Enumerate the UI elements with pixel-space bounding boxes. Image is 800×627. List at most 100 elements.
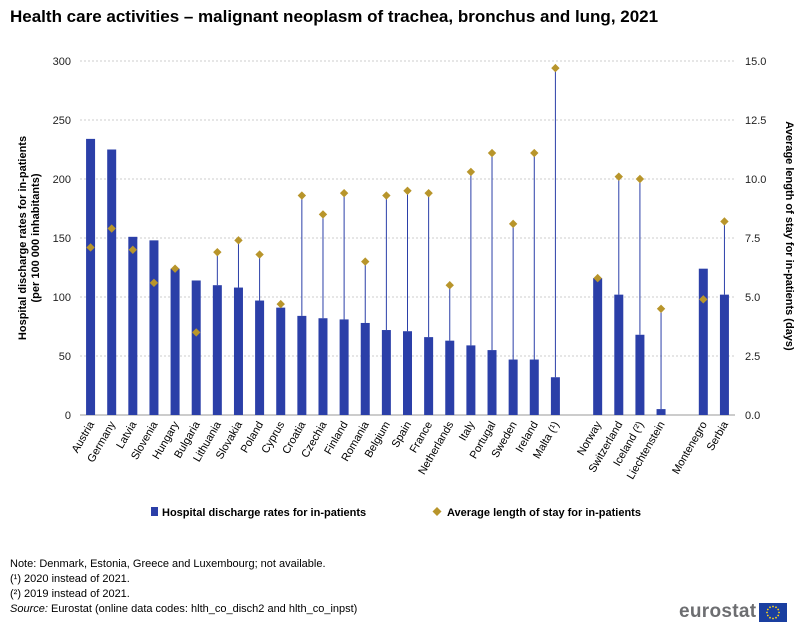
bar: [86, 138, 96, 415]
flag-star: [767, 608, 770, 610]
bar: [698, 268, 708, 415]
left-axis-title-line-2: (per 100 000 inhabitants): [30, 173, 42, 302]
bar: [170, 268, 180, 415]
bar: [424, 337, 434, 415]
marker-point: [551, 63, 560, 73]
bar: [487, 350, 497, 415]
legend-bar-swatch: [151, 507, 158, 516]
chart-title: Health care activities – malignant neopl…: [10, 7, 659, 26]
chart-area: 0 50 100 150 200 250 300 0.0 2.5 5.0 7.5 10.0 12.5 1…: [17, 56, 795, 519]
flag-star: [777, 608, 780, 610]
marker-point: [318, 210, 328, 219]
eu-flag-icon: [759, 602, 788, 622]
source-line: Source: Eurostat (online data codes: hlt…: [10, 602, 357, 617]
bar: [614, 294, 624, 415]
bar: [149, 240, 159, 415]
marker-stems: [216, 68, 725, 410]
marker-point: [720, 217, 729, 226]
flag-star: [769, 605, 772, 608]
note-2: (²) 2019 instead of 2021.: [10, 588, 130, 600]
marker-point: [128, 245, 138, 254]
flag-star: [772, 617, 775, 619]
marker-point: [466, 167, 476, 177]
left-axis-title: Hospital discharge rates for in-patients…: [17, 136, 42, 340]
bar: [191, 280, 201, 415]
bar: [403, 331, 412, 415]
marker-point: [339, 188, 349, 198]
flag-star: [775, 616, 778, 619]
note-1: (¹) 2020 instead of 2021.: [10, 573, 130, 585]
left-axis-ticks: 0 50 100 150 200 250 300: [53, 56, 71, 422]
left-tick-label: 300: [53, 56, 71, 68]
bar: [318, 318, 328, 415]
left-tick-label: 250: [53, 115, 71, 127]
bar: [593, 278, 603, 415]
bar: [212, 285, 222, 415]
category-label: Serbia: [705, 419, 732, 453]
marker-point: [213, 247, 222, 257]
left-tick-label: 150: [53, 233, 71, 245]
bar: [635, 334, 645, 415]
marker-point: [614, 172, 623, 181]
right-axis-title: Average length of stay for in-patients (…: [783, 121, 795, 351]
right-tick-label: 0.0: [745, 410, 760, 422]
marker-point: [170, 264, 180, 273]
bar: [466, 345, 476, 415]
bar: [360, 322, 370, 415]
marker-point: [508, 219, 518, 229]
marker-point: [297, 191, 307, 200]
marker-point: [424, 188, 433, 198]
marker-point: [593, 273, 602, 283]
legend-marker-swatch: [432, 507, 442, 516]
footnotes: Note: Denmark, Estonia, Greece and Luxem…: [10, 557, 357, 617]
bar: [381, 330, 391, 415]
bar: [339, 319, 349, 415]
left-axis-title-line-1: Hospital discharge rates for in-patients: [17, 136, 29, 340]
eurostat-logo: eurostat: [679, 601, 788, 623]
marker-point: [234, 236, 243, 245]
bar: [255, 300, 265, 415]
flag-star: [772, 605, 775, 607]
left-tick-label: 0: [65, 410, 71, 422]
bar-series: [86, 138, 729, 415]
marker-point: [530, 148, 539, 158]
marker-point: [86, 243, 95, 252]
bar: [297, 315, 307, 415]
marker-point: [192, 328, 201, 337]
marker-point: [487, 148, 497, 158]
marker-point: [361, 257, 370, 266]
source-text: Eurostat (online data codes: hlth_co_dis…: [47, 603, 358, 615]
marker-point: [403, 186, 412, 195]
marker-point: [635, 174, 645, 184]
flag-star: [777, 614, 780, 616]
bar: [445, 340, 455, 415]
legend-marker-label: Average length of stay for in-patients: [447, 507, 641, 519]
marker-point: [445, 281, 454, 290]
bar: [719, 294, 729, 415]
category-label: Italy: [457, 419, 478, 443]
marker-point: [149, 278, 159, 288]
marker-series: [86, 63, 729, 337]
legend-bar-label: Hospital discharge rates for in-patients: [162, 507, 366, 519]
flag-star: [767, 614, 770, 616]
right-axis-ticks: 0.0 2.5 5.0 7.5 10.0 12.5 15.0: [745, 56, 766, 422]
category-label: Montenegro: [670, 420, 710, 477]
legend: Hospital discharge rates for in-patients…: [151, 507, 641, 519]
marker-point: [656, 304, 666, 313]
right-tick-label: 2.5: [745, 351, 760, 363]
category-labels: AustriaGermanyLatviaSloveniaHungaryBulga…: [70, 419, 732, 482]
left-tick-label: 200: [53, 174, 71, 186]
bar: [508, 359, 518, 415]
marker-point: [699, 295, 708, 304]
flag-star: [775, 605, 778, 608]
marker-point: [255, 250, 264, 259]
bar: [276, 307, 286, 415]
right-tick-label: 10.0: [745, 174, 766, 186]
bar: [656, 409, 666, 415]
left-tick-label: 100: [53, 292, 71, 304]
flag-star: [769, 616, 772, 619]
bar: [233, 287, 243, 415]
right-tick-label: 5.0: [745, 292, 760, 304]
bar: [107, 149, 117, 415]
bar: [529, 359, 539, 415]
